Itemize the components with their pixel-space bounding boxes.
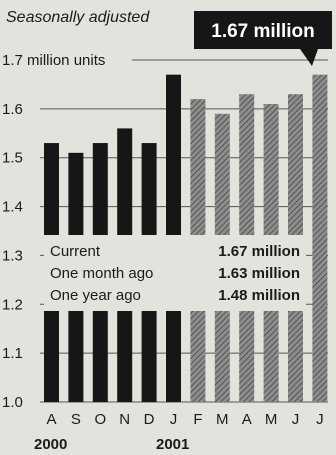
y-tick-label: 1.6 [2,101,23,118]
x-tick-label: A [242,411,252,428]
x-tick-label: J [170,411,178,428]
y-tick-label: 1.4 [2,199,23,216]
y-tick-label: 1.3 [2,247,23,264]
stat-year-ago-label: One year ago [50,287,141,304]
stat-month-ago-label: One month ago [50,265,153,282]
x-tick-label: S [71,411,81,428]
x-tick-label: F [193,411,202,428]
x-tick-label: N [119,411,130,428]
stat-year-ago-value: 1.48 million [218,287,300,304]
y-tick-label: 1.1 [2,345,23,362]
callout-value: 1.67 million [211,21,314,42]
stats-panel: Current 1.67 million One month ago 1.63 … [44,235,306,311]
y-tick-label: 1.0 [2,394,23,411]
bar-series [44,74,328,403]
x-tick-label: J [292,411,300,428]
y-axis: 1.7 million units 1.6 1.5 1.4 1.3 1.2 1.1 1.0 [2,52,105,411]
x-tick-label: D [144,411,155,428]
stat-current-label: Current [50,243,101,260]
x-tick-label: O [94,411,106,428]
stat-month-ago-value: 1.63 million [218,265,300,282]
x-tick-label: J [316,411,324,428]
x-tick-label: M [265,411,278,428]
stat-current-value: 1.67 million [218,243,300,260]
y-axis-unit-label: 1.7 million units [2,52,105,69]
y-tick-label: 1.2 [2,296,23,313]
year-label: 2001 [156,436,189,453]
chart-subtitle: Seasonally adjusted [6,9,150,26]
x-tick-label: M [216,411,229,428]
callout-box: 1.67 million [194,11,332,66]
x-tick-label: A [46,411,56,428]
y-tick-label: 1.5 [2,150,23,167]
bar [312,74,328,403]
year-label: 2000 [34,436,67,453]
